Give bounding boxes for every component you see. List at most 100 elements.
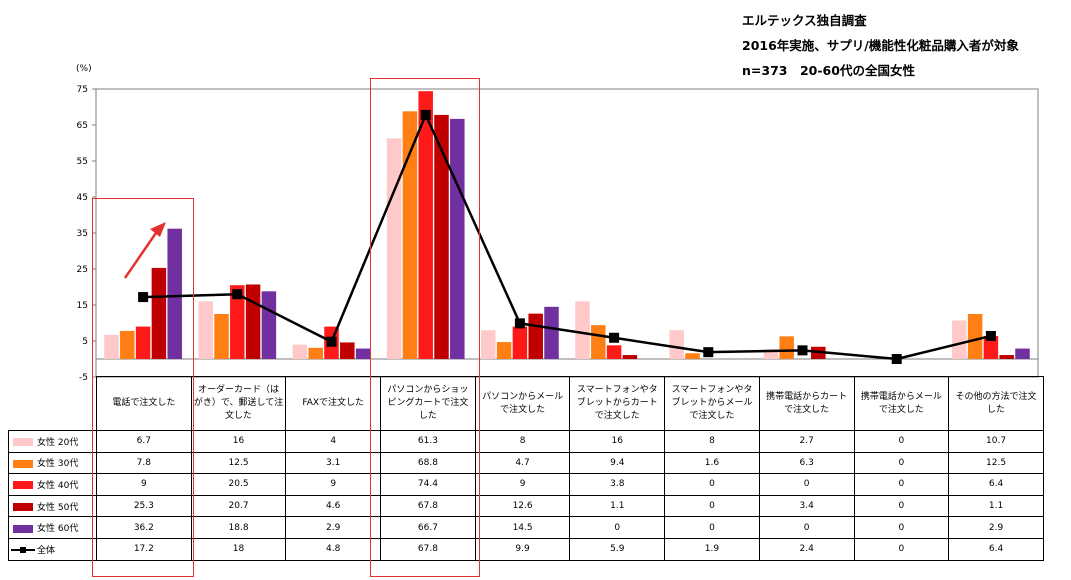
bar: [591, 325, 606, 359]
y-tick-label: -5: [79, 373, 88, 380]
table-value-cell: 9.4: [569, 451, 666, 475]
line-point-marker: [985, 330, 996, 341]
series-label-cell: 女性 20代: [8, 430, 97, 453]
table-value-cell: 2.4: [758, 537, 855, 561]
survey-sample-subtitle: n=373 20-60代の全国女性: [742, 63, 915, 78]
bar: [967, 314, 983, 359]
series-label-cell: 女性 30代: [8, 451, 97, 475]
line-point-marker: [609, 332, 620, 343]
legend-line-key: [11, 546, 35, 554]
bar: [386, 138, 402, 359]
table-value-cell: 1.1: [948, 494, 1044, 518]
category-header-cell: パソコンからショッピングカートで注文した: [380, 376, 476, 431]
table-value-cell: 1.1: [569, 494, 666, 518]
table-value-cell: 61.3: [380, 430, 476, 453]
table-value-cell: 1.9: [664, 537, 760, 561]
table-value-cell: 6.7: [96, 430, 192, 453]
table-value-cell: 0: [758, 516, 855, 539]
table-value-cell: 18.8: [190, 516, 287, 539]
category-header-cell: スマートフォンやタブレットからカートで注文した: [569, 376, 666, 431]
series-name-label: 女性 30代: [37, 459, 79, 470]
bar: [418, 91, 433, 359]
chart-data-table: 電話で注文した オーダーカード（はがき）で、郵送して注文した FAXで注文した パソコ…: [8, 376, 1044, 561]
bar: [434, 114, 449, 359]
table-value-cell: 2.7: [758, 430, 855, 453]
bar: [245, 284, 261, 359]
table-value-cell: 8: [474, 430, 571, 453]
table-value-cell: 0: [853, 430, 950, 453]
bar: [544, 306, 559, 359]
series-name-label: 女性 50代: [37, 502, 79, 513]
y-tick-label: 75: [77, 85, 88, 95]
table-value-cell: 4.8: [285, 537, 382, 561]
bar: [481, 330, 496, 359]
legend-swatch: [13, 438, 33, 447]
bar: [198, 301, 213, 359]
table-row: 女性 40代 9 20.5 9 74.4 9 3.8 0 0 0 6.4: [8, 473, 1044, 496]
table-value-cell: 0: [853, 537, 950, 561]
bar: [528, 313, 543, 359]
bar: [261, 291, 277, 359]
y-tick-label: 45: [77, 193, 88, 203]
table-value-cell: 9: [474, 473, 571, 496]
bar: [999, 355, 1014, 359]
bar: [512, 326, 528, 359]
series-label-cell: 全体: [8, 537, 97, 561]
table-value-cell: 6.4: [948, 473, 1044, 496]
table-corner-cell: [9, 377, 97, 431]
table-value-cell: 9: [96, 473, 192, 496]
table-value-cell: 7.8: [96, 451, 192, 475]
table-value-cell: 74.4: [380, 473, 476, 496]
table-row: 女性 20代 6.7 16 4 61.3 8 16 8 2.7 0 10.7: [8, 430, 1044, 453]
trend-arrow-shaft: [123, 229, 160, 279]
bar: [952, 320, 967, 359]
table-value-cell: 16: [569, 430, 666, 453]
bar: [120, 330, 135, 359]
bar: [450, 118, 465, 359]
table-value-cell: 9.9: [474, 537, 571, 561]
y-tick-label: 55: [77, 157, 88, 167]
category-header-cell: 電話で注文した: [96, 376, 192, 431]
bar: [340, 342, 355, 359]
line-point-marker: [232, 289, 243, 300]
table-value-cell: 8: [664, 430, 760, 453]
y-tick-label: 5: [82, 337, 88, 347]
table-value-cell: 6.3: [758, 451, 855, 475]
y-tick-label: 35: [77, 229, 88, 239]
line-point-marker: [138, 292, 149, 303]
table-value-cell: 20.7: [190, 494, 287, 518]
table-value-cell: 0: [758, 473, 855, 496]
table-value-cell: 0: [853, 516, 950, 539]
bar: [214, 314, 229, 359]
bar: [104, 334, 119, 359]
table-value-cell: 9: [285, 473, 382, 496]
table-value-cell: 6.4: [948, 537, 1044, 561]
table-value-cell: 3.8: [569, 473, 666, 496]
table-value-cell: 0: [664, 516, 760, 539]
category-header-cell: 携帯電話からカートで注文した: [758, 376, 855, 431]
survey-source-title: エルテックス独自調査: [742, 13, 867, 28]
table-value-cell: 3.4: [758, 494, 855, 518]
line-point-marker: [703, 347, 714, 358]
table-header-row: 電話で注文した オーダーカード（はがき）で、郵送して注文した FAXで注文した パソコ…: [9, 376, 1044, 431]
legend-swatch: [13, 503, 33, 512]
line-point-marker: [514, 318, 525, 329]
table-value-cell: 12.5: [190, 451, 287, 475]
table-value-cell: 16: [190, 430, 287, 453]
y-tick-label: 65: [77, 121, 88, 131]
y-tick-label: 15: [77, 301, 88, 311]
table-value-cell: 1.6: [664, 451, 760, 475]
category-header-cell: 携帯電話からメールで注文した: [853, 376, 950, 431]
bar: [230, 285, 245, 359]
bar: [308, 347, 323, 359]
table-value-cell: 5.9: [569, 537, 666, 561]
bar: [402, 111, 418, 359]
category-header-cell: パソコンからメールで注文した: [474, 376, 571, 431]
table-value-cell: 12.5: [948, 451, 1044, 475]
table-value-cell: 2.9: [948, 516, 1044, 539]
table-value-cell: 0: [853, 451, 950, 475]
line-point-marker: [326, 336, 337, 347]
bar: [606, 345, 622, 359]
table-row: 全体 17.2 18 4.8 67.8 9.9 5.9 1.9 2.4 0 6.4: [8, 537, 1044, 561]
table-value-cell: 3.1: [285, 451, 382, 475]
